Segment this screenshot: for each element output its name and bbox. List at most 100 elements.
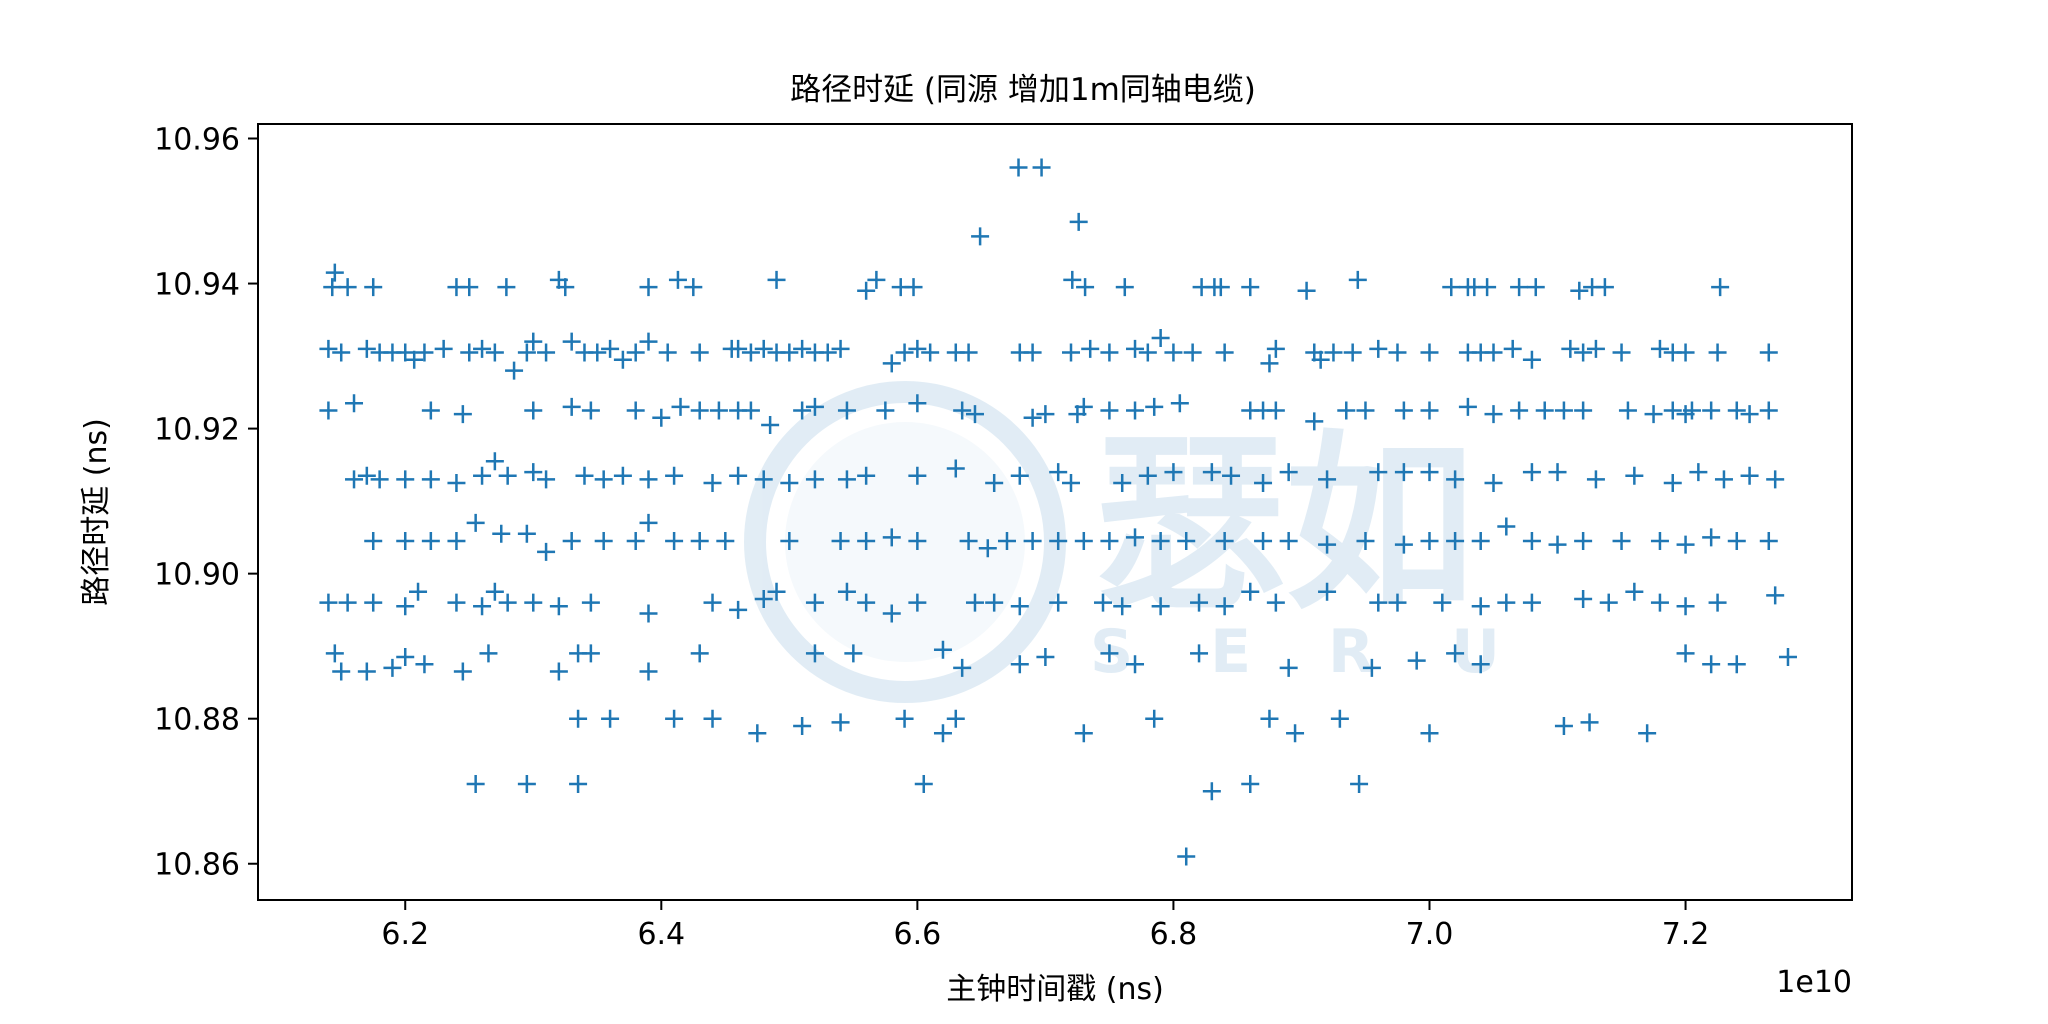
data-point — [1069, 212, 1088, 231]
data-point — [1279, 658, 1298, 677]
data-point — [703, 473, 722, 492]
data-point — [690, 343, 709, 362]
data-point — [690, 401, 709, 420]
data-point — [1222, 466, 1241, 485]
y-tick-label: 10.94 — [154, 268, 240, 303]
data-point — [1625, 466, 1644, 485]
data-point — [965, 593, 984, 612]
data-point — [319, 401, 338, 420]
data-point — [1356, 401, 1375, 420]
data-point — [1740, 466, 1759, 485]
data-point — [1711, 278, 1730, 297]
data-point — [908, 394, 927, 413]
data-point — [709, 401, 728, 420]
data-point — [409, 582, 428, 601]
data-point — [1650, 339, 1669, 358]
data-point — [588, 343, 607, 362]
data-point — [1554, 716, 1573, 735]
data-point — [1145, 397, 1164, 416]
data-point — [1702, 655, 1721, 674]
data-point — [1740, 405, 1759, 424]
data-point — [754, 470, 773, 489]
data-point — [447, 593, 466, 612]
watermark-disc-icon — [785, 422, 1025, 662]
data-point — [793, 716, 812, 735]
x-tick-label: 6.4 — [637, 917, 685, 952]
data-point — [933, 724, 952, 743]
data-point — [985, 473, 1004, 492]
data-point — [741, 343, 760, 362]
data-point — [1369, 339, 1388, 358]
data-point — [1535, 401, 1554, 420]
data-point — [1356, 532, 1375, 551]
data-point — [1766, 470, 1785, 489]
data-point — [1497, 517, 1516, 536]
data-point — [857, 281, 876, 300]
data-point — [1433, 593, 1452, 612]
data-point — [1076, 278, 1095, 297]
data-point — [1074, 724, 1093, 743]
data-point — [1145, 709, 1164, 728]
data-point — [729, 339, 748, 358]
data-point — [537, 542, 556, 561]
data-point — [639, 513, 658, 532]
data-point — [1094, 593, 1113, 612]
x-tick-label: 6.2 — [381, 917, 429, 952]
data-point — [485, 343, 504, 362]
data-point — [1595, 278, 1614, 297]
data-point — [370, 470, 389, 489]
data-point — [904, 278, 923, 297]
data-point — [1778, 648, 1797, 667]
data-point — [1215, 597, 1234, 616]
data-point — [1727, 655, 1746, 674]
data-point — [524, 332, 543, 351]
data-point — [914, 774, 933, 793]
data-point — [524, 401, 543, 420]
data-point — [1580, 713, 1599, 732]
data-point — [953, 658, 972, 677]
data-point — [396, 648, 415, 667]
data-point — [1266, 401, 1285, 420]
data-point — [485, 452, 504, 471]
data-point — [1279, 463, 1298, 482]
data-point — [1510, 278, 1529, 297]
data-point — [1702, 401, 1721, 420]
data-point — [729, 600, 748, 619]
data-point — [1074, 532, 1093, 551]
data-point — [805, 470, 824, 489]
data-point — [1708, 593, 1727, 612]
data-point — [1115, 278, 1134, 297]
y-tick-label: 10.90 — [154, 558, 240, 593]
data-point — [1644, 405, 1663, 424]
data-point — [1362, 658, 1381, 677]
data-point — [453, 405, 472, 424]
data-point — [1650, 593, 1669, 612]
data-point — [1759, 401, 1778, 420]
data-point — [479, 644, 498, 663]
data-point — [1369, 593, 1388, 612]
data-point — [1305, 412, 1324, 431]
data-point — [818, 343, 837, 362]
data-point — [549, 662, 568, 681]
data-point — [1183, 343, 1202, 362]
data-point — [581, 644, 600, 663]
chart-title: 路径时延 (同源 增加1m同轴电缆) — [790, 72, 1256, 108]
data-point — [1151, 328, 1170, 347]
data-point — [971, 227, 990, 246]
data-point — [626, 532, 645, 551]
data-point — [793, 401, 812, 420]
data-point — [421, 470, 440, 489]
data-point — [323, 278, 342, 297]
data-point — [1260, 354, 1279, 373]
data-point — [1211, 278, 1230, 297]
data-point — [831, 532, 850, 551]
data-point — [517, 343, 536, 362]
data-point — [1759, 343, 1778, 362]
data-point — [882, 354, 901, 373]
data-point — [447, 473, 466, 492]
data-point — [434, 339, 453, 358]
data-point — [867, 270, 886, 289]
data-point — [319, 339, 338, 358]
data-point — [946, 459, 965, 478]
data-point — [1638, 724, 1657, 743]
